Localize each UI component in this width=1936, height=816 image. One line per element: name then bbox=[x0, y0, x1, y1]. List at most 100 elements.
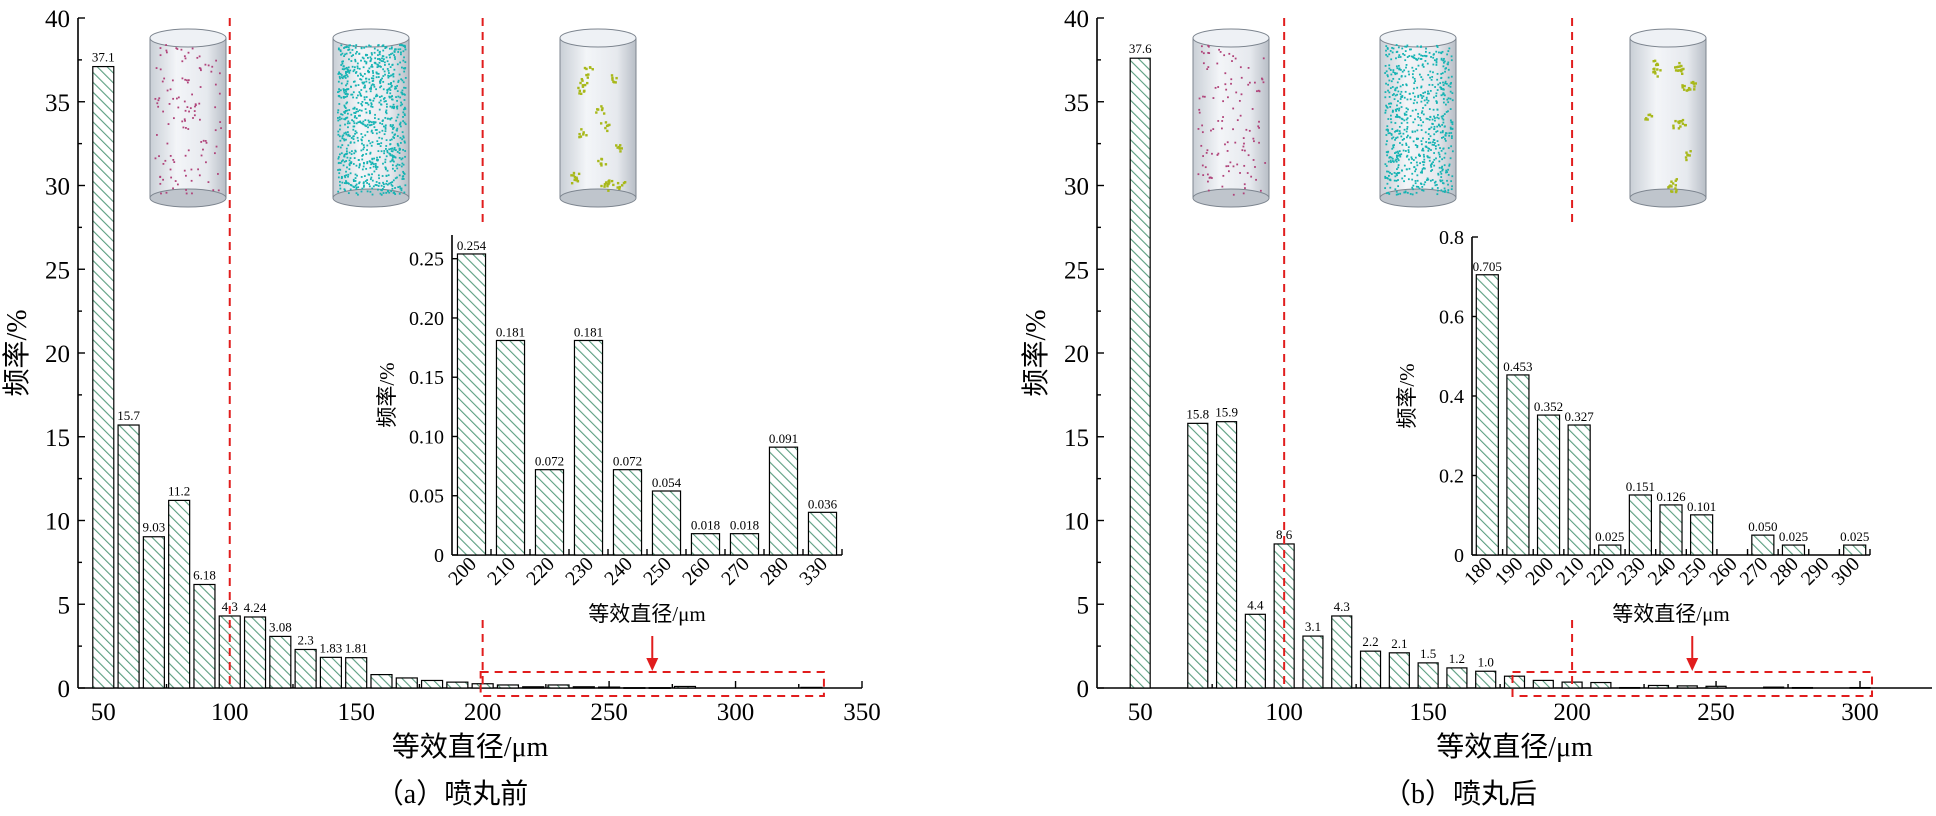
particle bbox=[1396, 86, 1398, 89]
particle bbox=[1417, 57, 1420, 60]
particle bbox=[1427, 147, 1430, 150]
particle bbox=[1403, 96, 1406, 99]
particle bbox=[1435, 60, 1438, 62]
particle bbox=[1389, 87, 1392, 90]
particle bbox=[1222, 174, 1225, 177]
particle bbox=[1254, 81, 1256, 84]
particle bbox=[352, 180, 355, 182]
particle bbox=[1407, 70, 1410, 73]
particle bbox=[382, 98, 385, 100]
particle bbox=[376, 143, 379, 145]
particle bbox=[186, 81, 189, 84]
particle bbox=[344, 74, 347, 77]
particle bbox=[343, 118, 346, 121]
particle bbox=[1405, 144, 1408, 147]
particle bbox=[1396, 156, 1398, 159]
particle bbox=[1431, 84, 1434, 86]
particle bbox=[363, 73, 366, 75]
particle bbox=[604, 181, 608, 185]
particle bbox=[1394, 159, 1397, 162]
cylinder-medium-particles bbox=[332, 28, 410, 208]
particle bbox=[162, 178, 164, 181]
cylinder-body bbox=[149, 37, 227, 199]
inset-bar-value-label: 0.254 bbox=[457, 238, 487, 253]
particle bbox=[1200, 45, 1203, 48]
cylinder-base bbox=[1192, 188, 1270, 208]
particle bbox=[1238, 99, 1241, 102]
particle bbox=[346, 109, 349, 112]
bar bbox=[1705, 685, 1727, 689]
particle bbox=[368, 81, 371, 84]
particle bbox=[1392, 161, 1395, 163]
particle bbox=[363, 60, 366, 63]
particle bbox=[1390, 134, 1393, 136]
particle bbox=[1677, 65, 1680, 68]
particle bbox=[404, 87, 407, 89]
particle bbox=[338, 172, 341, 175]
particle bbox=[1216, 154, 1219, 156]
particle bbox=[1650, 115, 1654, 118]
particle bbox=[371, 193, 374, 196]
particle bbox=[1414, 182, 1417, 185]
particle bbox=[1235, 91, 1238, 94]
particle bbox=[345, 181, 348, 184]
particle bbox=[1436, 187, 1439, 189]
particle bbox=[1394, 108, 1397, 111]
particle bbox=[1241, 149, 1244, 152]
particle bbox=[389, 83, 392, 86]
particle bbox=[356, 174, 358, 177]
particle bbox=[1410, 55, 1413, 58]
particle bbox=[388, 47, 391, 50]
particle bbox=[1445, 169, 1448, 172]
particle bbox=[1646, 118, 1649, 121]
particle bbox=[352, 163, 355, 165]
particle bbox=[372, 83, 375, 86]
inset-bar-value-label: 0.036 bbox=[808, 496, 838, 511]
particle bbox=[1682, 67, 1685, 71]
cylinder-body bbox=[1629, 37, 1707, 199]
particle bbox=[396, 107, 399, 110]
inset-bar-value-label: 0.072 bbox=[613, 454, 642, 469]
particle bbox=[383, 152, 386, 155]
particle bbox=[1419, 119, 1422, 121]
bar bbox=[1331, 615, 1353, 689]
particle bbox=[343, 111, 346, 113]
particle bbox=[1416, 129, 1419, 132]
particle bbox=[1421, 161, 1424, 163]
particle bbox=[369, 120, 372, 123]
particle bbox=[610, 74, 614, 77]
particle bbox=[377, 150, 380, 153]
particle bbox=[219, 121, 222, 123]
particle bbox=[1654, 72, 1657, 75]
particle bbox=[400, 44, 403, 46]
particle bbox=[1201, 131, 1204, 134]
inset-bar-value-label: 0.018 bbox=[691, 518, 720, 533]
particle bbox=[1399, 155, 1402, 158]
particle bbox=[1445, 111, 1448, 113]
particle bbox=[1436, 193, 1439, 196]
particle bbox=[397, 143, 399, 146]
particle bbox=[343, 139, 346, 142]
particle bbox=[1442, 182, 1444, 184]
inset-bar bbox=[729, 533, 760, 556]
particle bbox=[390, 117, 393, 119]
particle bbox=[343, 155, 346, 158]
particle bbox=[1678, 61, 1681, 65]
particle bbox=[346, 166, 348, 169]
bar bbox=[370, 673, 393, 689]
bar bbox=[345, 657, 368, 689]
particle bbox=[1405, 155, 1408, 158]
particle bbox=[398, 73, 401, 76]
y-axis-title: 频率/% bbox=[1020, 309, 1052, 396]
particle bbox=[365, 153, 368, 155]
particle bbox=[346, 152, 348, 155]
particle bbox=[337, 119, 340, 122]
particle bbox=[1423, 183, 1426, 186]
particle bbox=[347, 126, 349, 129]
particle bbox=[403, 70, 406, 73]
particle bbox=[1406, 56, 1409, 58]
particle bbox=[1438, 51, 1440, 54]
particle bbox=[372, 185, 375, 188]
particle bbox=[1385, 104, 1387, 107]
particle bbox=[1219, 51, 1222, 53]
